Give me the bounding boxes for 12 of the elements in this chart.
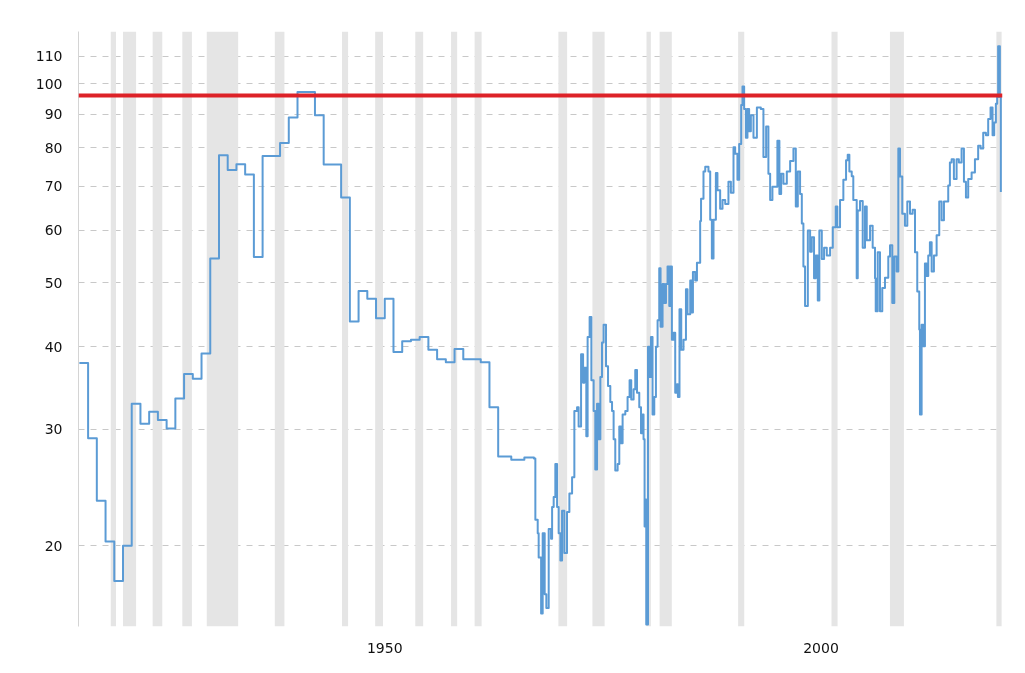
y-tick-label: 90 [44, 106, 63, 123]
y-tick-label: 40 [44, 338, 63, 355]
y-tick-label: 80 [44, 139, 63, 156]
y-tick-label: 100 [35, 75, 63, 92]
x-tick-label: 1950 [366, 639, 403, 656]
y-tick-label: 110 [35, 48, 63, 65]
y-tick-label: 70 [44, 178, 63, 195]
y-tick-label: 30 [44, 421, 63, 438]
x-tick-label: 2000 [803, 639, 839, 656]
y-tick-label: 20 [44, 537, 63, 554]
y-tick-label: 60 [44, 222, 63, 239]
y-tick-label: 50 [44, 274, 63, 291]
